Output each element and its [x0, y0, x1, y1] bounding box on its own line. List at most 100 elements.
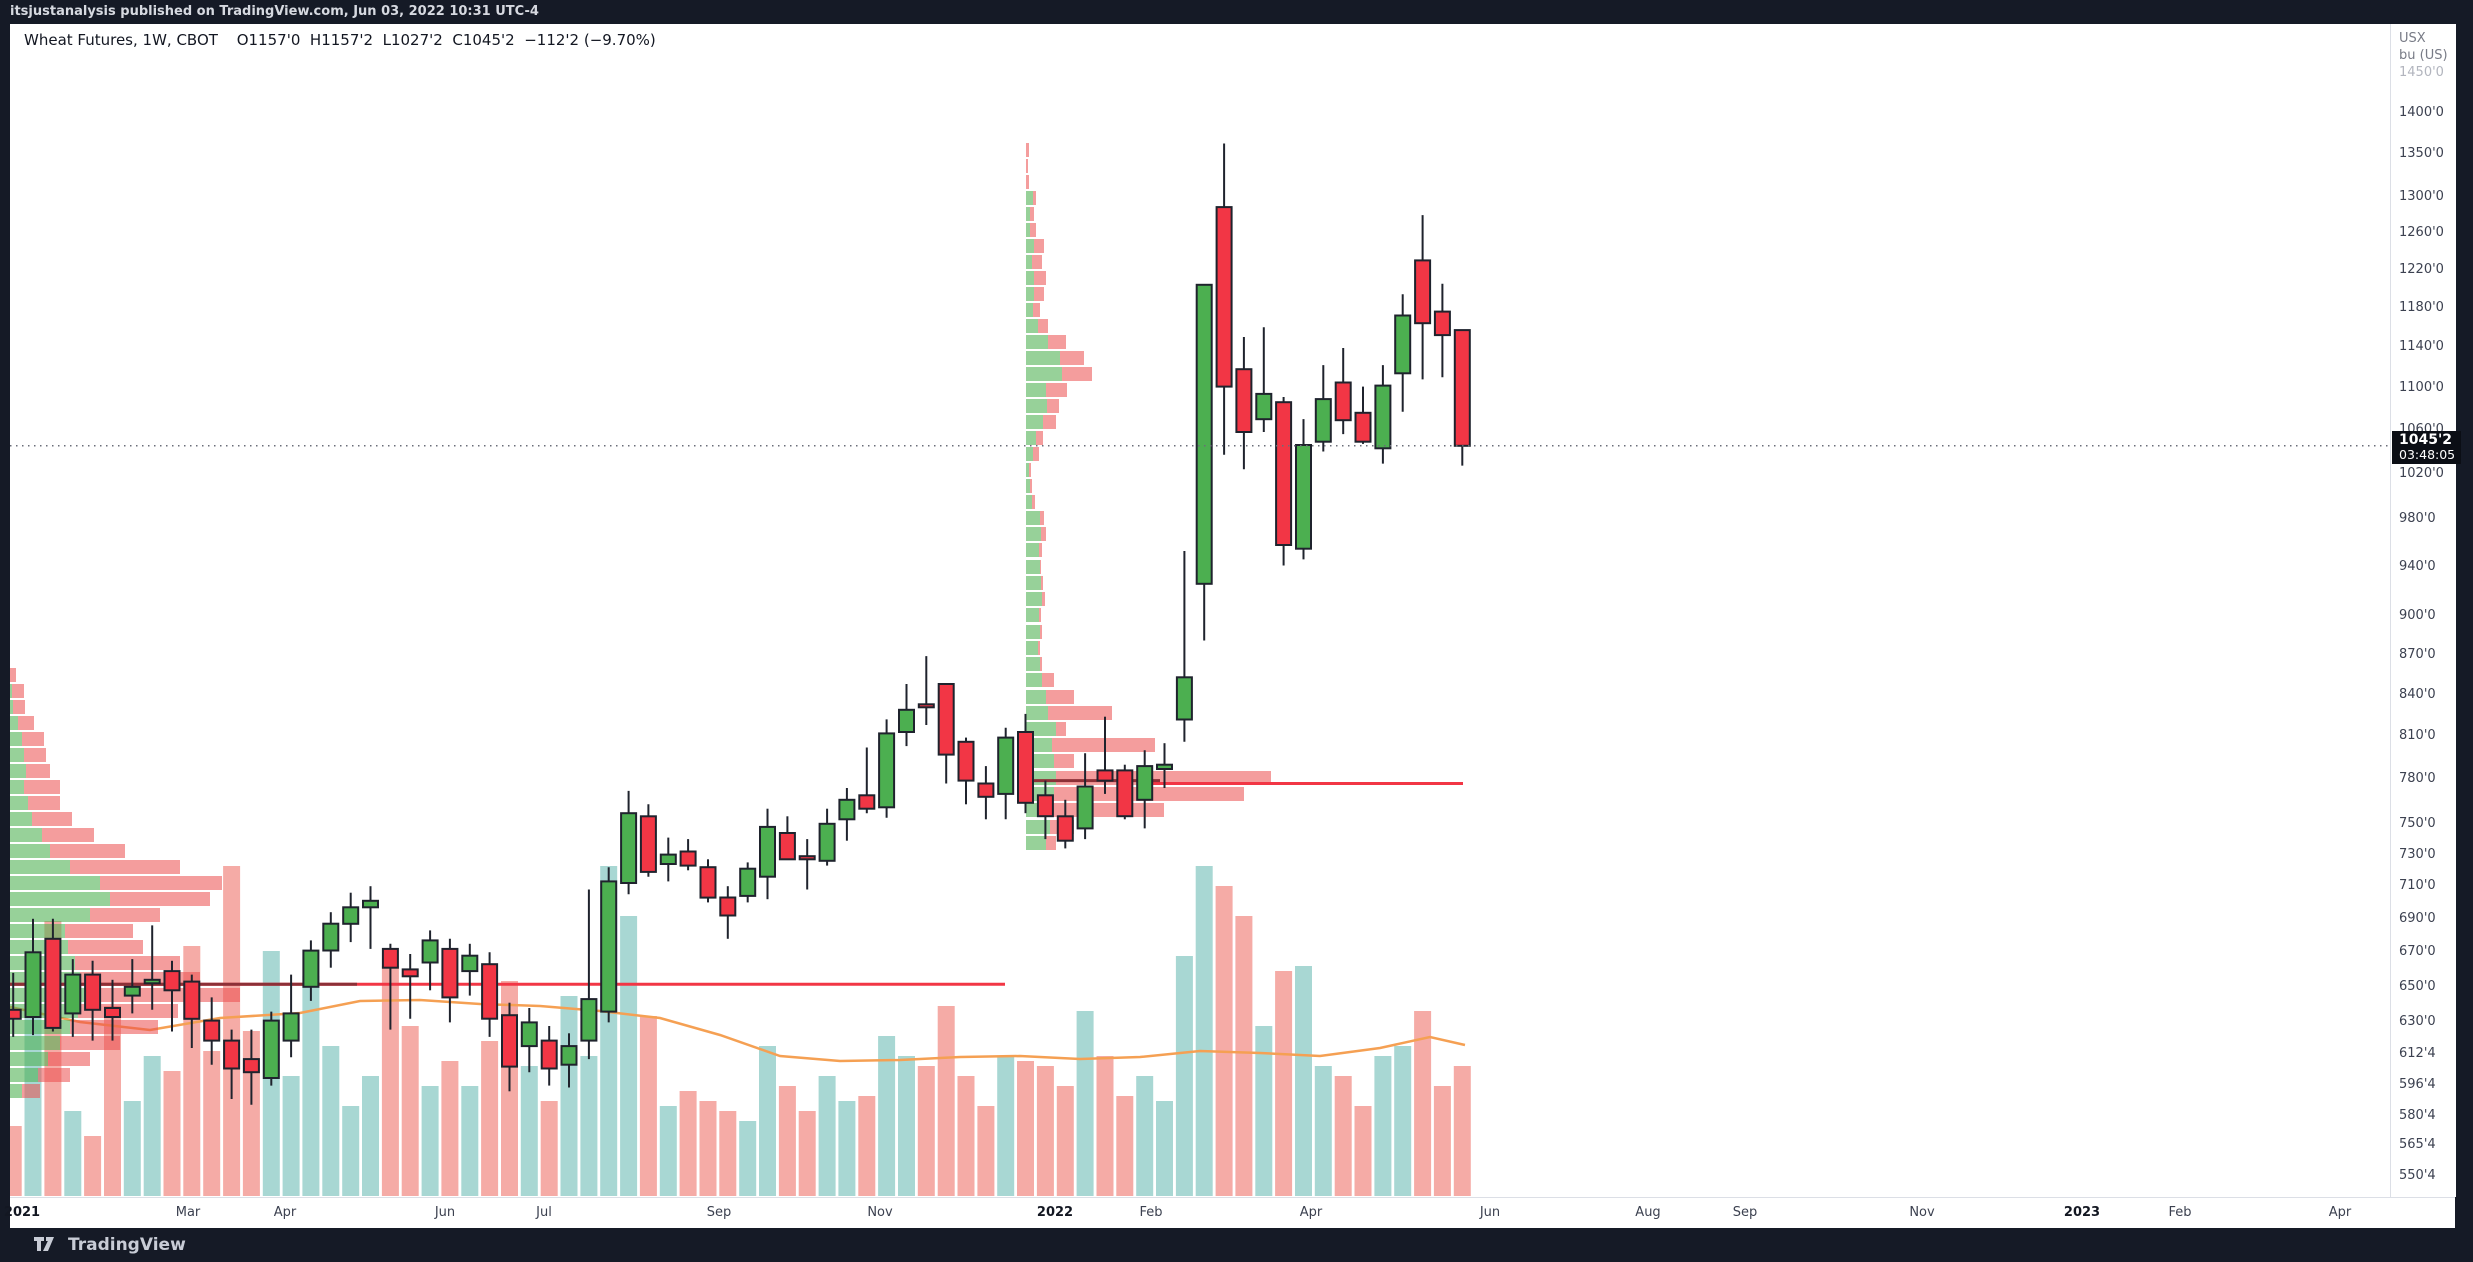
- candle-body: [957, 740, 975, 782]
- profile-sell-row: [1033, 447, 1039, 461]
- time-axis-month-label: Nov: [867, 1205, 893, 1220]
- profile-sell-row: [1030, 207, 1034, 221]
- candle-body: [1433, 310, 1451, 337]
- profile-buy-row: [1026, 431, 1036, 445]
- profile-sell-row: [32, 812, 72, 826]
- candle-body: [163, 970, 181, 992]
- candle-body: [778, 832, 796, 861]
- price-axis-label: 940'0: [2399, 559, 2436, 574]
- candle-body: [1215, 206, 1233, 388]
- volume-bar: [937, 1006, 955, 1196]
- candle-body: [600, 880, 618, 1013]
- volume-bar: [1354, 1106, 1372, 1196]
- volume-bar: [858, 1096, 876, 1196]
- candle-body: [10, 1008, 22, 1020]
- profile-buy-row: [10, 748, 24, 762]
- profile-sell-row: [1034, 271, 1046, 285]
- profile-buy-row: [1026, 239, 1034, 253]
- candle-body: [1275, 401, 1293, 547]
- price-axis-label: 670'0: [2399, 944, 2436, 959]
- profile-sell-row: [1043, 415, 1056, 429]
- symbol-legend[interactable]: Wheat Futures, 1W, CBOT O1157'0 H1157'2 …: [24, 31, 656, 49]
- profile-sell-row: [1046, 383, 1067, 397]
- profile-buy-row: [1026, 495, 1032, 509]
- right-frame-strip: [2455, 24, 2473, 1262]
- symbol-title: Wheat Futures, 1W, CBOT: [24, 31, 218, 49]
- unit-currency: USX: [2399, 31, 2426, 46]
- profile-sell-row: [13, 700, 25, 714]
- candle-body: [1017, 731, 1034, 804]
- price-axis-label: 1350'0: [2399, 146, 2444, 161]
- price-axis-label: 980'0: [2399, 511, 2436, 526]
- price-axis-label: 1450'0: [2399, 65, 2444, 80]
- candle-body: [362, 899, 379, 909]
- profile-buy-row: [10, 860, 70, 874]
- unit-measure: bu (US): [2399, 48, 2448, 63]
- profile-buy-row: [1026, 319, 1038, 333]
- profile-sell-row: [24, 780, 60, 794]
- profile-sell-row: [68, 940, 143, 954]
- profile-sell-row: [12, 684, 24, 698]
- profile-buy-row: [1026, 543, 1039, 557]
- candle-body: [1354, 411, 1372, 443]
- volume-bar: [1394, 1046, 1412, 1196]
- profile-sell-row: [1026, 143, 1029, 157]
- profile-sell-row: [24, 748, 46, 762]
- profile-buy-row: [1026, 207, 1030, 221]
- volume-bar: [520, 1066, 538, 1196]
- profile-buy-row: [10, 1068, 38, 1082]
- profile-sell-row: [28, 796, 60, 810]
- profile-sell-row: [1046, 836, 1056, 850]
- candle-body: [1295, 444, 1312, 550]
- volume-bar: [143, 1056, 161, 1196]
- profile-sell-row: [1047, 399, 1059, 413]
- candle-body: [1334, 381, 1352, 422]
- volume-bar: [540, 1101, 558, 1196]
- volume-bar: [1314, 1066, 1332, 1196]
- volume-bar: [282, 1076, 300, 1196]
- volume-bar: [461, 1086, 479, 1196]
- profile-sell-row: [1040, 657, 1042, 671]
- volume-bar: [1136, 1076, 1154, 1196]
- volume-bar: [1414, 1011, 1432, 1196]
- candle-body: [1136, 765, 1154, 801]
- volume-bar: [381, 966, 399, 1196]
- profile-sell-row: [50, 844, 125, 858]
- candle-body: [242, 1058, 260, 1074]
- last-price-value: 1045'2: [2399, 432, 2452, 448]
- publish-text: itsjustanalysis published on TradingView…: [10, 4, 539, 19]
- profile-buy-row: [10, 1084, 22, 1098]
- candle-body: [203, 1019, 221, 1042]
- profile-buy-row: [10, 764, 26, 778]
- profile-buy-row: [10, 780, 24, 794]
- profile-buy-row: [1026, 690, 1046, 704]
- candle-body: [620, 812, 638, 885]
- time-axis-month-label: Jun: [1479, 1205, 1501, 1220]
- price-axis-label: 730'0: [2399, 847, 2436, 862]
- tradingview-logo[interactable]: TradingView: [34, 1235, 186, 1255]
- left-frame-strip: [0, 24, 10, 1262]
- price-axis[interactable]: USX bu (US) 1045'2 03:48:05 1450'0 1400'0…: [2390, 24, 2461, 1197]
- candle-body: [401, 968, 419, 978]
- chart-canvas[interactable]: [10, 24, 2390, 1197]
- volume-bar: [342, 1106, 360, 1196]
- profile-sell-row: [1032, 255, 1042, 269]
- profile-buy-row: [10, 684, 12, 698]
- time-axis-month-label: Feb: [2168, 1205, 2192, 1220]
- time-axis-month-label: Apr: [273, 1205, 297, 1220]
- candle-body: [1156, 763, 1173, 771]
- candle-body: [739, 867, 757, 897]
- price-axis-label: 1100'0: [2399, 380, 2444, 395]
- profile-buy-row: [10, 924, 65, 938]
- chart-panel[interactable]: [10, 24, 2390, 1197]
- volume-bar: [1036, 1066, 1054, 1196]
- candle-body: [1235, 368, 1253, 434]
- volume-bar: [1156, 1101, 1173, 1196]
- price-axis-label: 900'0: [2399, 608, 2436, 623]
- bar-countdown: 03:48:05: [2399, 447, 2456, 462]
- volume-bar: [1056, 1086, 1074, 1196]
- volume-bar: [838, 1101, 856, 1196]
- time-axis[interactable]: 2021 Mar Apr Jun Jul Sep Nov 2022 Feb Apr Jun Aug Se…: [4, 1197, 2455, 1229]
- publish-bar: itsjustanalysis published on TradingView…: [0, 0, 2473, 24]
- profile-buy-row: [1026, 383, 1046, 397]
